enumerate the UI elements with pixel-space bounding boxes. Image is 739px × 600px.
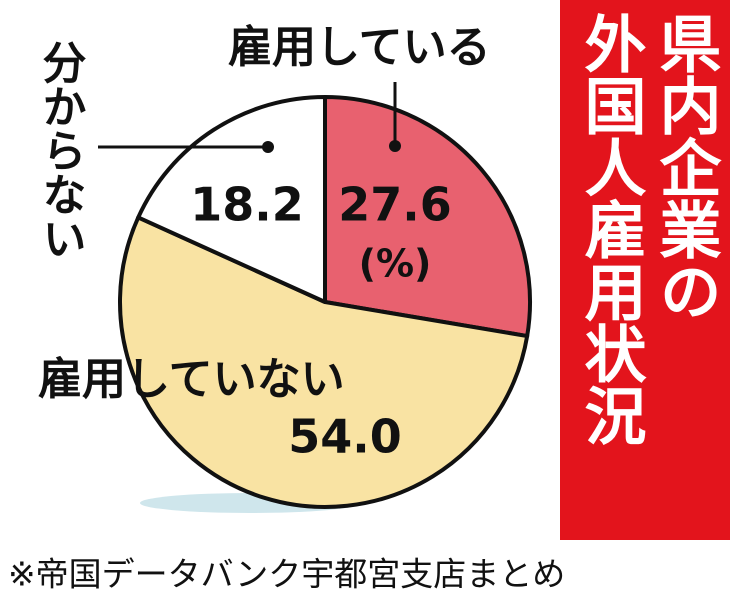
title-box xyxy=(560,0,730,540)
value-label: 27.6 xyxy=(338,178,452,232)
pie xyxy=(118,95,532,509)
leader-dot xyxy=(389,140,401,152)
value-label: 54.0 xyxy=(288,410,402,464)
value-label: 18.2 xyxy=(190,178,304,232)
category-label: 雇用している xyxy=(228,22,491,73)
unit-label: (%) xyxy=(359,242,432,286)
category-label: 分からない xyxy=(35,40,87,260)
chart-title: 県内企業の xyxy=(649,12,722,322)
source-note: ※帝国データバンク宇都宮支店まとめ xyxy=(8,555,565,594)
pie-slice xyxy=(323,95,532,339)
leader-dot xyxy=(262,141,274,153)
chart-title: 外国人雇用状況 xyxy=(574,12,647,446)
pie-slice xyxy=(136,95,327,304)
category-label: 雇用していない xyxy=(38,354,345,405)
pie-slice xyxy=(118,215,530,509)
